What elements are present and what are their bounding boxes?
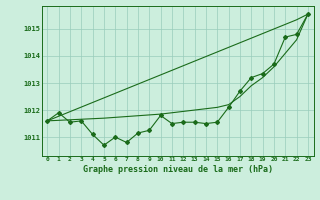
X-axis label: Graphe pression niveau de la mer (hPa): Graphe pression niveau de la mer (hPa)	[83, 165, 273, 174]
